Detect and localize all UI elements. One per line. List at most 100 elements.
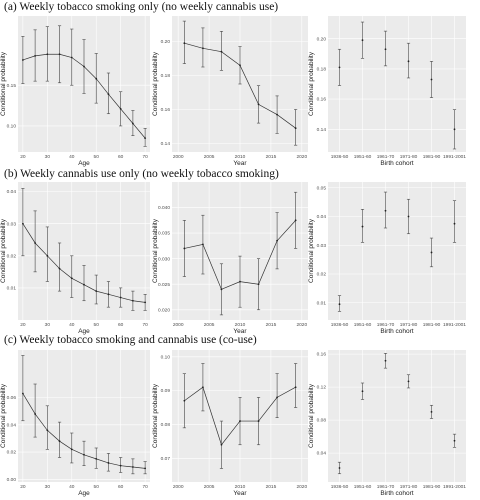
data-point [34, 413, 37, 415]
y-axis-label: Conditional probability [0, 383, 7, 448]
data-point [338, 66, 341, 69]
data-point [276, 239, 278, 242]
data-point [107, 293, 110, 296]
y-axis-label: Conditional probability [0, 51, 7, 116]
data-point [21, 222, 24, 225]
x-tick-label: 1971-80 [400, 484, 418, 490]
chart-panel-7: 0.07 0.08 0.09 0.10 2000 2005 2010 2015 2020 Year… [152, 350, 308, 497]
y-tick-label: 0.020 [158, 307, 170, 313]
y-tick-label: 0.16 [161, 107, 171, 113]
data-point [338, 303, 341, 306]
data-point [257, 103, 260, 106]
x-axis-label: Birth cohort [380, 328, 413, 335]
x-tick-label: 2005 [204, 154, 215, 160]
data-point [70, 277, 73, 280]
y-tick-label: 0.030 [158, 256, 170, 262]
data-point [83, 283, 85, 286]
x-tick-label: 1981-90 [423, 322, 441, 328]
data-point [183, 247, 186, 250]
x-tick-label: 2015 [266, 322, 277, 328]
x-tick-label: 1981-90 [423, 154, 441, 160]
data-point [384, 48, 387, 51]
x-tick-label: 1936-50 [331, 154, 349, 160]
y-tick-label: 0.025 [158, 282, 170, 288]
data-point [276, 396, 278, 399]
x-tick-label: 20 [20, 154, 26, 160]
x-tick-label: 2005 [204, 322, 215, 328]
data-point [131, 299, 134, 302]
data-point [70, 56, 73, 59]
data-point [430, 410, 433, 413]
x-tick-label: 70 [142, 484, 148, 490]
data-point [144, 467, 147, 470]
panel-background [328, 16, 466, 152]
x-tick-label: 60 [118, 322, 124, 328]
data-point [430, 78, 433, 81]
y-tick-label: 0.10 [7, 124, 17, 130]
data-point [294, 219, 297, 222]
data-point [202, 243, 204, 246]
x-tick-label: 1991-2001 [443, 154, 466, 160]
data-point [294, 386, 297, 389]
x-tick-label: 1951-60 [354, 154, 372, 160]
data-point [220, 288, 223, 291]
y-tick-label: 0.06 [7, 395, 17, 401]
y-tick-label: 0.16 [317, 352, 327, 358]
data-point [46, 53, 49, 56]
data-point [58, 53, 61, 56]
x-tick-label: 60 [118, 154, 124, 160]
y-tick-label: 0.02 [7, 253, 17, 259]
x-tick-label: 1936-50 [331, 322, 349, 328]
data-point [107, 462, 110, 464]
y-tick-label: 0.15 [7, 83, 17, 89]
data-point [107, 93, 110, 96]
data-point [21, 392, 24, 395]
y-tick-label: 0.01 [7, 286, 17, 292]
y-tick-label: 0.02 [317, 272, 327, 278]
data-point [294, 127, 297, 130]
data-point [430, 251, 433, 254]
x-tick-label: 2005 [204, 484, 215, 490]
x-tick-label: 40 [69, 154, 75, 160]
y-tick-label: 0.20 [317, 36, 327, 42]
data-point [338, 467, 341, 469]
x-tick-label: 1971-80 [400, 154, 418, 160]
panel-background [328, 182, 466, 320]
y-axis-label: Conditional probability [0, 218, 7, 283]
data-point [407, 60, 410, 63]
x-tick-label: 1961-70 [377, 484, 395, 490]
chart-panel-8: 0.04 0.08 0.12 0.16 1936-50 1951-60 1961-70 197… [308, 350, 466, 497]
data-point [202, 386, 204, 389]
x-tick-label: 50 [94, 484, 100, 490]
y-axis-label: Conditional probability [152, 51, 159, 116]
x-tick-label: 2010 [235, 322, 246, 328]
x-tick-label: 1961-70 [377, 154, 395, 160]
data-point [276, 113, 278, 116]
data-point [21, 59, 24, 61]
data-point [361, 390, 364, 393]
x-tick-label: 70 [142, 154, 148, 160]
data-point [58, 440, 61, 443]
x-tick-label: 1951-60 [354, 484, 372, 490]
x-tick-label: 1981-90 [423, 484, 441, 490]
x-tick-label: 2020 [296, 484, 307, 490]
x-tick-label: 2020 [296, 154, 307, 160]
data-point [183, 399, 186, 402]
x-tick-label: 40 [69, 322, 75, 328]
row-title-c: (c) Weekly tobacco smoking and cannabis … [4, 334, 257, 346]
x-tick-label: 2000 [173, 154, 184, 160]
y-tick-label: 0.16 [317, 97, 327, 103]
y-tick-label: 0.05 [317, 185, 327, 191]
data-point [46, 429, 49, 432]
data-point [131, 122, 134, 125]
data-point [407, 380, 410, 383]
chart-panel-4: 0.020 0.025 0.030 0.035 0.040 2000 2005 2010 201… [152, 182, 308, 335]
y-tick-label: 0.03 [317, 243, 327, 249]
x-tick-label: 2000 [173, 484, 184, 490]
x-tick-label: 1971-80 [400, 322, 418, 328]
y-tick-label: 0.035 [158, 231, 170, 237]
y-tick-label: 0.04 [317, 214, 327, 220]
y-axis-label: Conditional probability [308, 51, 315, 116]
data-point [453, 222, 456, 225]
